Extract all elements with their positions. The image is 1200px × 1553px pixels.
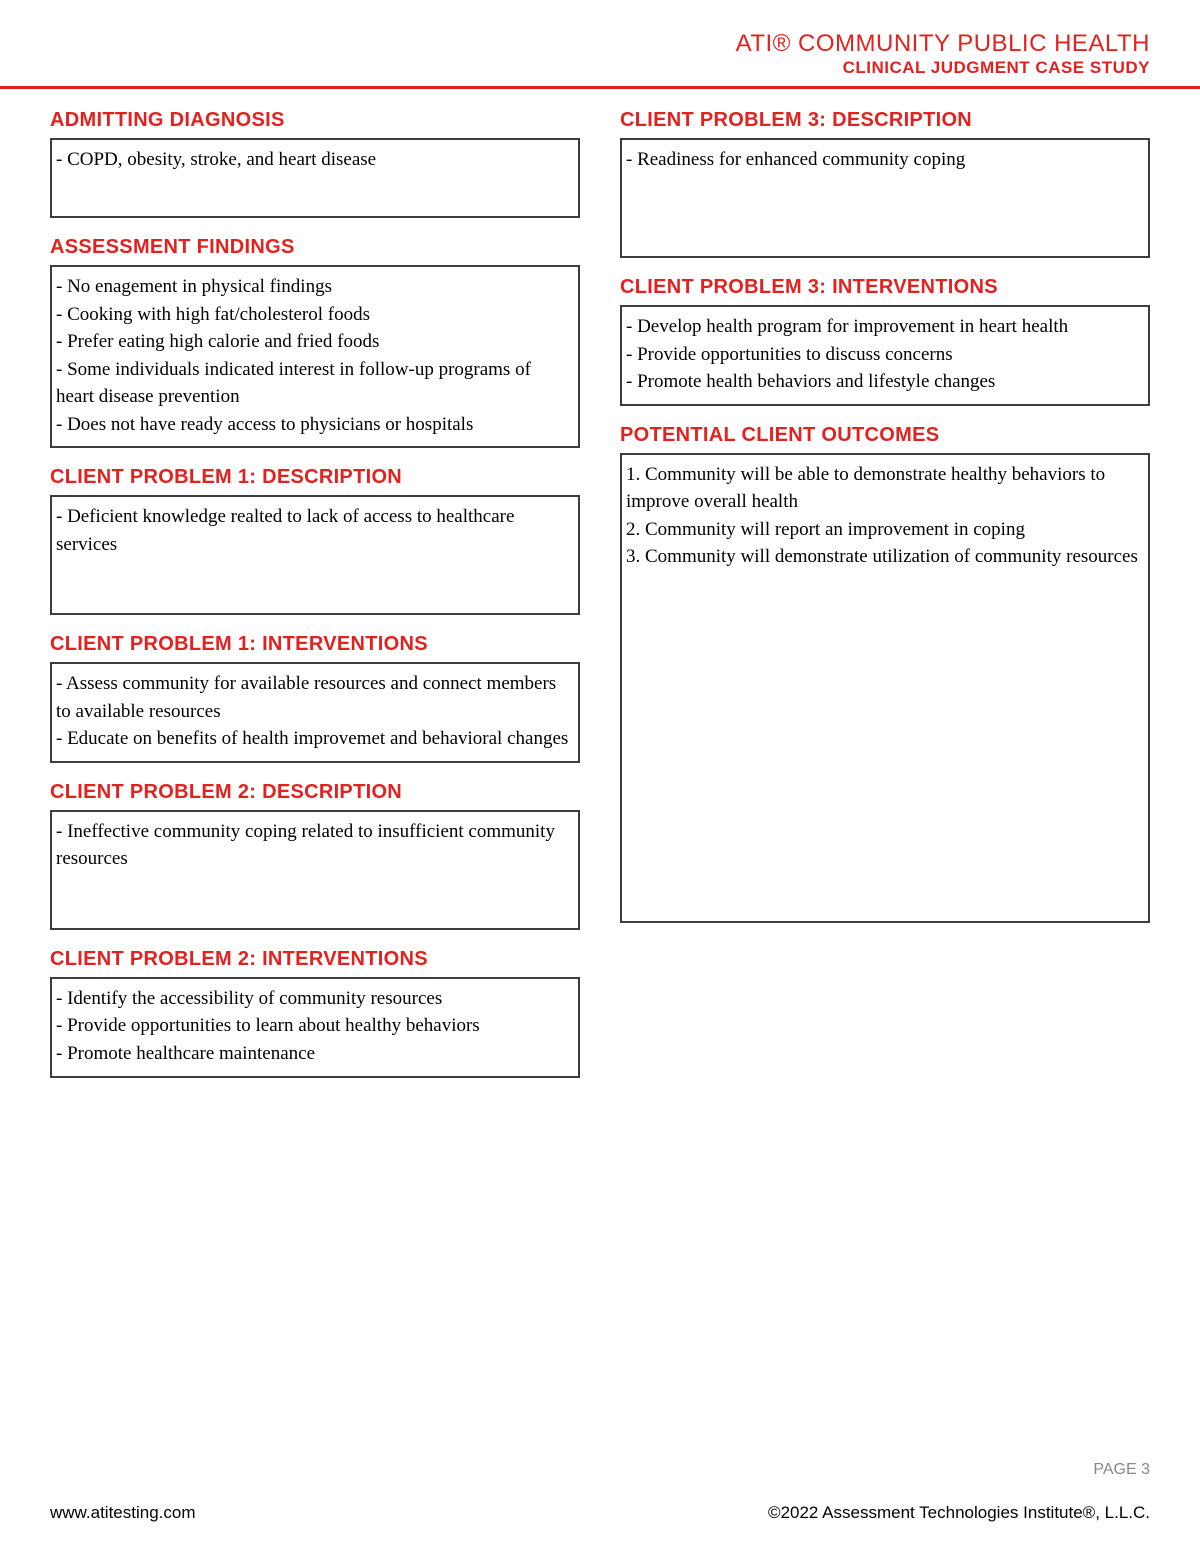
text-line: - Develop health program for improvement…: [626, 313, 1140, 341]
content-columns: ADMITTING DIAGNOSIS - COPD, obesity, str…: [50, 109, 1150, 1078]
heading-assessment-findings: ASSESSMENT FINDINGS: [50, 236, 580, 259]
text-line: - Identify the accessibility of communit…: [56, 985, 570, 1013]
text-line: - Ineffective community coping related t…: [56, 818, 570, 873]
box-problem-3-description: - Readiness for enhanced community copin…: [620, 138, 1150, 258]
box-problem-2-description: - Ineffective community coping related t…: [50, 810, 580, 930]
heading-problem-1-interventions: CLIENT PROBLEM 1: INTERVENTIONS: [50, 633, 580, 656]
box-problem-1-interventions: - Assess community for available resourc…: [50, 662, 580, 763]
left-column: ADMITTING DIAGNOSIS - COPD, obesity, str…: [50, 109, 580, 1078]
text-line: - Provide opportunities to learn about h…: [56, 1012, 570, 1040]
header-subtitle: CLINICAL JUDGMENT CASE STUDY: [50, 58, 1150, 78]
text-line: 1. Community will be able to demonstrate…: [626, 461, 1140, 516]
text-line: - Provide opportunities to discuss conce…: [626, 341, 1140, 369]
heading-potential-outcomes: POTENTIAL CLIENT OUTCOMES: [620, 424, 1150, 447]
text-line: - Cooking with high fat/cholesterol food…: [56, 301, 570, 329]
page-number: PAGE 3: [50, 1461, 1150, 1479]
heading-problem-1-description: CLIENT PROBLEM 1: DESCRIPTION: [50, 466, 580, 489]
box-problem-2-interventions: - Identify the accessibility of communit…: [50, 977, 580, 1078]
footer-url: www.atitesting.com: [50, 1503, 196, 1523]
heading-problem-3-description: CLIENT PROBLEM 3: DESCRIPTION: [620, 109, 1150, 132]
footer-row: www.atitesting.com ©2022 Assessment Tech…: [50, 1503, 1150, 1523]
header-rule: [0, 86, 1200, 89]
text-line: - Promote healthcare maintenance: [56, 1040, 570, 1068]
text-line: - Promote health behaviors and lifestyle…: [626, 368, 1140, 396]
text-line: - Readiness for enhanced community copin…: [626, 146, 1140, 174]
heading-problem-3-interventions: CLIENT PROBLEM 3: INTERVENTIONS: [620, 276, 1150, 299]
page-header: ATI® COMMUNITY PUBLIC HEALTH CLINICAL JU…: [50, 30, 1150, 78]
text-line: - Prefer eating high calorie and fried f…: [56, 328, 570, 356]
text-line: - Deficient knowledge realted to lack of…: [56, 503, 570, 558]
text-line: - Some individuals indicated interest in…: [56, 356, 570, 411]
box-potential-outcomes: 1. Community will be able to demonstrate…: [620, 453, 1150, 923]
right-column: CLIENT PROBLEM 3: DESCRIPTION - Readines…: [620, 109, 1150, 1078]
text-line: - COPD, obesity, stroke, and heart disea…: [56, 146, 570, 174]
text-line: - Does not have ready access to physicia…: [56, 411, 570, 439]
text-line: 2. Community will report an improvement …: [626, 516, 1140, 544]
text-line: - No enagement in physical findings: [56, 273, 570, 301]
footer-copyright: ©2022 Assessment Technologies Institute®…: [768, 1503, 1150, 1523]
box-problem-3-interventions: - Develop health program for improvement…: [620, 305, 1150, 406]
heading-problem-2-interventions: CLIENT PROBLEM 2: INTERVENTIONS: [50, 948, 580, 971]
heading-problem-2-description: CLIENT PROBLEM 2: DESCRIPTION: [50, 781, 580, 804]
text-line: - Assess community for available resourc…: [56, 670, 570, 725]
page-container: ATI® COMMUNITY PUBLIC HEALTH CLINICAL JU…: [0, 0, 1200, 1553]
text-line: - Educate on benefits of health improvem…: [56, 725, 570, 753]
box-admitting-diagnosis: - COPD, obesity, stroke, and heart disea…: [50, 138, 580, 218]
box-assessment-findings: - No enagement in physical findings- Coo…: [50, 265, 580, 448]
text-line: 3. Community will demonstrate utilizatio…: [626, 543, 1140, 571]
header-title: ATI® COMMUNITY PUBLIC HEALTH: [50, 30, 1150, 58]
page-footer: PAGE 3 www.atitesting.com ©2022 Assessme…: [50, 1461, 1150, 1523]
heading-admitting-diagnosis: ADMITTING DIAGNOSIS: [50, 109, 580, 132]
box-problem-1-description: - Deficient knowledge realted to lack of…: [50, 495, 580, 615]
